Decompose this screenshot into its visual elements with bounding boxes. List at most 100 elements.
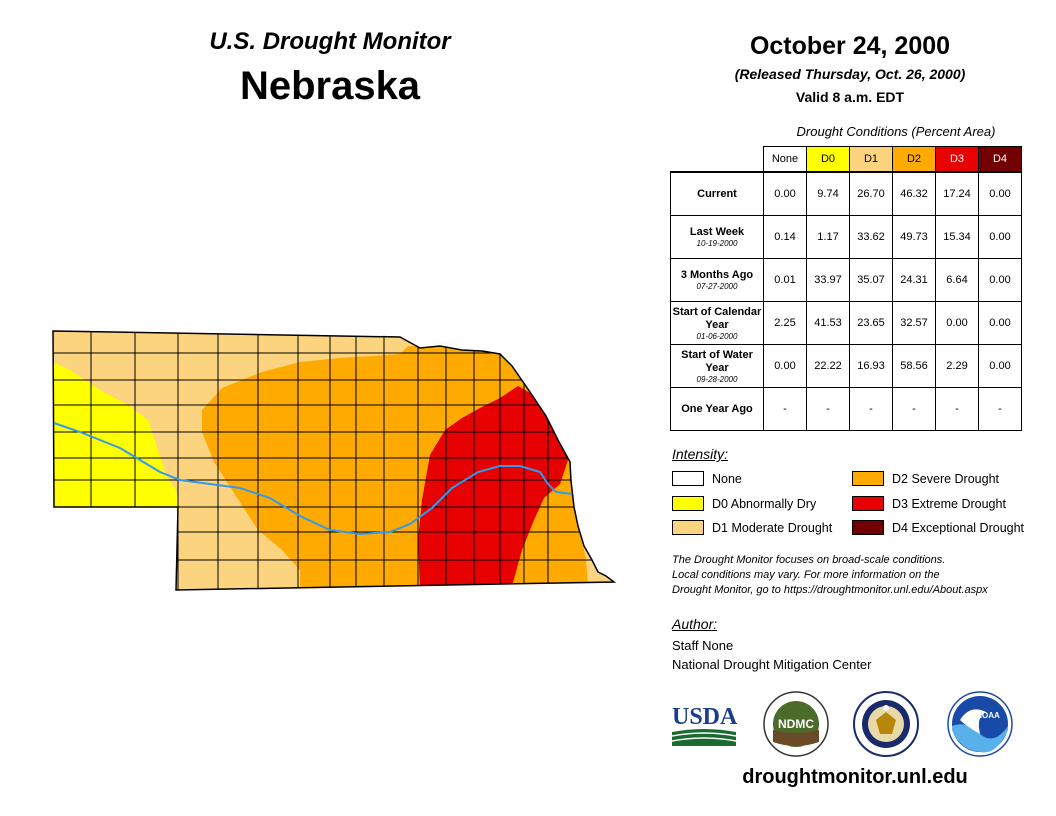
row-label-text: One Year Ago: [681, 402, 753, 415]
row-label: 3 Months Ago 07-27-2000: [670, 258, 764, 302]
table-cell: 33.97: [806, 258, 850, 302]
d0-region: [53, 360, 180, 512]
table-cell: 0.01: [763, 258, 807, 302]
table-row: 3 Months Ago 07-27-2000 0.01 33.97 35.07 24.3…: [670, 258, 1022, 302]
table-cell: 58.56: [892, 344, 936, 388]
row-label-text: Current: [697, 187, 737, 200]
table-cell: 26.70: [849, 171, 893, 216]
table-cell: 15.34: [935, 215, 979, 259]
table-cell: 0.00: [978, 258, 1022, 302]
table-cell: 33.62: [849, 215, 893, 259]
row-label-date: 09-28-2000: [696, 374, 738, 384]
legend-swatch: [672, 496, 704, 511]
legend-item-d1: D1 Moderate Drought: [672, 520, 832, 535]
table-cell: 0.00: [978, 171, 1022, 216]
table-row: Last Week 10-19-2000 0.14 1.17 33.62 49.73 15.…: [670, 215, 1022, 259]
table-cell: -: [806, 387, 850, 431]
drought-table: None D0 D1 D2 D3 D4 Current 0.00 9.74 26.70…: [670, 146, 1022, 431]
table-cell: -: [849, 387, 893, 431]
table-cell: 0.00: [978, 344, 1022, 388]
website-link[interactable]: droughtmonitor.unl.edu: [742, 766, 968, 788]
noaa-logo-text: NOAA: [976, 711, 1000, 720]
legend-swatch: [852, 471, 884, 486]
state-outline: [52, 330, 617, 591]
legend-item-d4: D4 Exceptional Drought: [852, 520, 1024, 535]
usda-logo-text: USDA: [672, 704, 738, 730]
table-cell: 35.07: [849, 258, 893, 302]
table-cell: 2.25: [763, 301, 807, 345]
table-cell: 2.29: [935, 344, 979, 388]
author-name: Staff None: [672, 638, 734, 653]
legend-swatch: [852, 520, 884, 535]
col-none: None: [763, 146, 807, 173]
row-label-text: Last Week: [689, 226, 745, 238]
table-cell: 0.00: [935, 301, 979, 345]
legend-item-d3: D3 Extreme Drought: [852, 496, 1006, 511]
row-label: Last Week 10-19-2000: [670, 215, 764, 259]
table-cell: 9.74: [806, 171, 850, 216]
map-title: Nebraska: [239, 64, 421, 108]
table-cell: -: [763, 387, 807, 431]
row-label-date: 10-19-2000: [696, 239, 738, 248]
row-label-text: 3 Months Ago: [680, 269, 754, 281]
ndmc-logo: NDMC: [763, 691, 829, 757]
table-cell: 17.24: [935, 171, 979, 216]
note-line[interactable]: Drought Monitor, go to https://droughtmo…: [672, 584, 988, 596]
table-corner: [671, 147, 764, 173]
author-title: Author:: [672, 616, 718, 632]
legend-label: D3 Extreme Drought: [892, 496, 1006, 511]
table-cell: 6.64: [935, 258, 979, 302]
table-cell: -: [935, 387, 979, 431]
legend-title: Intensity:: [672, 446, 729, 462]
row-label: Start of Calendar Year 01-06-2000: [670, 301, 764, 345]
legend-label: D4 Exceptional Drought: [892, 520, 1025, 535]
legend-swatch: [852, 496, 884, 511]
disclaimer-note: The Drought Monitor focuses on broad-sca…: [672, 553, 1042, 598]
col-d3: D3: [935, 146, 979, 173]
valid-time: Valid 8 a.m. EDT: [795, 89, 905, 105]
col-d1: D1: [849, 146, 893, 173]
legend-item-d0: D0 Abnormally Dry: [672, 496, 816, 511]
row-label: One Year Ago: [670, 387, 764, 431]
map-subtitle: U.S. Drought Monitor: [209, 28, 451, 55]
row-label-date: 01-06-2000: [696, 331, 738, 341]
legend-swatch: [672, 471, 704, 486]
table-row: Current 0.00 9.74 26.70 46.32 17.24 0.00: [670, 171, 1022, 216]
table-cell: 46.32: [892, 171, 936, 216]
note-line: The Drought Monitor focuses on broad-sca…: [672, 554, 946, 566]
table-cell: 0.14: [763, 215, 807, 259]
note-line: Local conditions may vary. For more info…: [672, 569, 940, 581]
legend-label: D2 Severe Drought: [892, 471, 1000, 486]
table-cell: 24.31: [892, 258, 936, 302]
table-cell: 23.65: [849, 301, 893, 345]
noaa-logo: NOAA: [947, 691, 1013, 757]
table-header-row: None D0 D1 D2 D3 D4: [671, 146, 1022, 173]
legend-swatch: [672, 520, 704, 535]
table-cell: 1.17: [806, 215, 850, 259]
ndmc-logo-text: NDMC: [778, 717, 814, 731]
release-date: (Released Thursday, Oct. 26, 2000): [734, 66, 966, 82]
legend-item-d2: D2 Severe Drought: [852, 471, 999, 486]
row-label: Start of Water Year 09-28-2000: [670, 344, 764, 388]
legend-label: D1 Moderate Drought: [712, 520, 833, 535]
usda-logo: USDA: [671, 704, 738, 746]
row-label: Current: [670, 171, 764, 216]
col-d0: D0: [806, 146, 850, 173]
report-date: October 24, 2000: [749, 32, 951, 60]
table-cell: 0.00: [978, 215, 1022, 259]
table-cell: 0.00: [978, 301, 1022, 345]
table-cell: 41.53: [806, 301, 850, 345]
table-cell: 32.57: [892, 301, 936, 345]
table-cell: 22.22: [806, 344, 850, 388]
col-d4: D4: [978, 146, 1022, 173]
col-d2: D2: [892, 146, 936, 173]
table-cell: -: [892, 387, 936, 431]
row-label-date: 07-27-2000: [696, 282, 738, 291]
nebraska-drought-map: [52, 330, 617, 591]
legend-item-none: None: [672, 471, 742, 486]
platte-river: [53, 422, 573, 536]
legend-label: None: [712, 471, 742, 486]
table-row: Start of Calendar Year 01-06-2000 2.25 41.5…: [670, 301, 1022, 345]
table-cell: 16.93: [849, 344, 893, 388]
table-cell: 49.73: [892, 215, 936, 259]
